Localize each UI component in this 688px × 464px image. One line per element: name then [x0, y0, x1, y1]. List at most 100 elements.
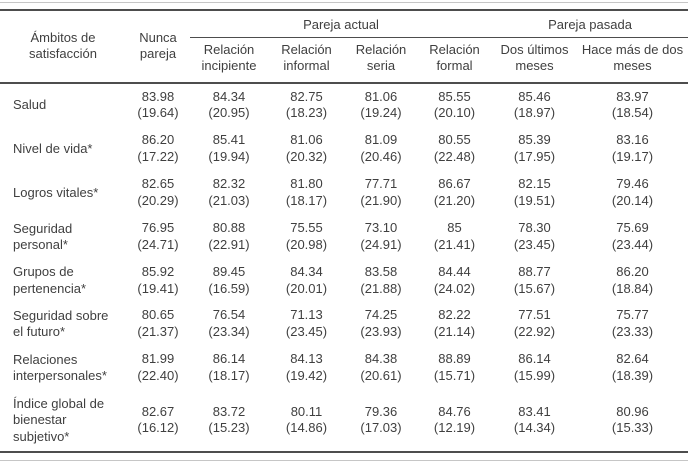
- stat-cell: 80.96 (15.33): [577, 390, 688, 452]
- table-row: Relaciones interpersonales* 81.99 (22.40) 8…: [0, 346, 688, 390]
- stat-cell: 86.20 (18.84): [577, 259, 688, 303]
- mean-value: 83.58: [364, 263, 398, 279]
- sd-value: (20.29): [137, 193, 179, 209]
- stat-cell: 71.13 (23.45): [268, 302, 345, 346]
- sd-value: (22.40): [137, 368, 179, 384]
- stat-cell: 82.22 (21.14): [417, 302, 492, 346]
- stat-cell: 86.20 (17.22): [126, 127, 190, 171]
- header-dos-ultimos-meses: Dos últimos meses: [492, 37, 578, 84]
- mean-value: 85: [447, 219, 462, 235]
- mean-value: 82.65: [141, 176, 175, 192]
- row-label: Grupos de pertenencia*: [13, 264, 86, 296]
- stat-cell: 83.41 (14.34): [492, 390, 577, 452]
- stat-cell: 86.14 (15.99): [492, 346, 577, 390]
- sd-value: (20.95): [208, 105, 250, 121]
- stat-cell: 84.38 (20.61): [345, 346, 417, 390]
- stat-cell: 74.25 (23.93): [345, 302, 417, 346]
- mean-value: 83.41: [518, 403, 551, 419]
- sd-value: (15.23): [208, 420, 250, 436]
- sd-value: (19.42): [285, 368, 328, 384]
- sd-value: (18.54): [611, 105, 654, 121]
- stat-cell: 85.39 (17.95): [492, 127, 577, 171]
- sd-value: (23.44): [611, 236, 654, 252]
- stat-cell: 85.41 (19.94): [190, 127, 268, 171]
- mean-value: 77.71: [364, 176, 398, 192]
- stat-cell: 85.55 (20.10): [417, 83, 492, 128]
- mean-value: 82.22: [438, 307, 471, 323]
- mean-value: 84.44: [438, 263, 471, 279]
- mean-value: 80.88: [212, 219, 246, 235]
- sd-value: (21.03): [208, 193, 250, 209]
- stat-cell: 75.55 (20.98): [268, 215, 345, 259]
- sd-value: (24.02): [433, 280, 476, 296]
- mean-value: 71.13: [290, 307, 323, 323]
- row-label: Nivel de vida*: [13, 141, 93, 157]
- stat-cell: 89.45 (16.59): [190, 259, 268, 303]
- table-row: Seguridad personal* 76.95 (24.71) 80.88 (22.…: [0, 215, 688, 259]
- stat-cell: 82.15 (19.51): [492, 171, 577, 215]
- sd-value: (12.19): [433, 420, 476, 436]
- stat-cell: 86.14 (18.17): [190, 346, 268, 390]
- stat-cell: 80.65 (21.37): [126, 302, 190, 346]
- mean-value: 75.77: [616, 307, 649, 323]
- mean-value: 81.06: [290, 132, 323, 148]
- group-header-pareja-actual: Pareja actual: [190, 10, 493, 38]
- sd-value: (15.33): [611, 420, 654, 436]
- header-relacion-incipiente: Relación incipiente: [190, 37, 268, 84]
- table-row: Salud 83.98 (19.64) 84.34 (20.95) 82.75 (18.23…: [0, 83, 688, 128]
- sd-value: (23.45): [513, 236, 556, 252]
- header-ambitos-satisfaccion: Ámbitos de satisfacción: [0, 10, 126, 84]
- mean-value: 85.92: [141, 263, 175, 279]
- stat-cell: 84.76 (12.19): [417, 390, 492, 452]
- sub-header-row: Relación incipiente Relación informal Re…: [0, 37, 688, 84]
- mean-value: 84.34: [290, 263, 323, 279]
- mean-value: 86.14: [212, 351, 246, 367]
- sd-value: (14.86): [285, 420, 328, 436]
- mean-value: 82.75: [290, 88, 323, 104]
- page-bottom-edge-line: [0, 459, 688, 461]
- row-label: Seguridad sobre el futuro*: [13, 308, 109, 340]
- mean-value: 89.45: [212, 263, 246, 279]
- row-label: Seguridad personal*: [13, 220, 73, 252]
- stat-cell: 82.67 (16.12): [126, 390, 190, 452]
- sd-value: (19.41): [137, 280, 179, 296]
- sd-value: (21.88): [360, 280, 402, 296]
- table-body: Salud 83.98 (19.64) 84.34 (20.95) 82.75 (18.23…: [0, 83, 688, 452]
- sd-value: (16.59): [208, 280, 250, 296]
- table-row: Seguridad sobre el futuro* 80.65 (21.37) 76…: [0, 302, 688, 346]
- sd-value: (18.17): [208, 368, 250, 384]
- mean-value: 84.13: [290, 351, 323, 367]
- mean-value: 85.46: [518, 88, 551, 104]
- sd-value: (19.94): [208, 149, 250, 165]
- sd-value: (18.97): [513, 105, 556, 121]
- mean-value: 73.10: [364, 219, 398, 235]
- mean-value: 79.36: [364, 403, 398, 419]
- sd-value: (15.71): [433, 368, 476, 384]
- mean-value: 82.15: [518, 176, 551, 192]
- mean-value: 76.95: [141, 219, 175, 235]
- mean-value: 83.16: [616, 132, 649, 148]
- mean-value: 77.51: [518, 307, 551, 323]
- header-hace-mas-de-dos-meses: Hace más de dos meses: [577, 37, 688, 84]
- stat-cell: 84.44 (24.02): [417, 259, 492, 303]
- stat-cell: 83.72 (15.23): [190, 390, 268, 452]
- stat-cell: 80.55 (22.48): [417, 127, 492, 171]
- mean-value: 81.99: [141, 351, 175, 367]
- mean-value: 86.20: [141, 132, 175, 148]
- stat-cell: 82.75 (18.23): [268, 83, 345, 128]
- mean-value: 81.06: [364, 88, 398, 104]
- sd-value: (20.46): [360, 149, 402, 165]
- mean-value: 83.97: [616, 88, 649, 104]
- mean-value: 84.34: [212, 88, 246, 104]
- mean-value: 82.67: [141, 403, 175, 419]
- header-relacion-seria: Relación seria: [345, 37, 417, 84]
- stat-cell: 84.13 (19.42): [268, 346, 345, 390]
- sd-value: (15.67): [513, 280, 556, 296]
- stat-cell: 79.46 (20.14): [577, 171, 688, 215]
- table-row: Nivel de vida* 86.20 (17.22) 85.41 (19.94) 81…: [0, 127, 688, 171]
- table-row: Grupos de pertenencia* 85.92 (19.41) 89.45(…: [0, 259, 688, 303]
- sd-value: (18.84): [611, 280, 654, 296]
- stat-cell: 80.88 (22.91): [190, 215, 268, 259]
- mean-value: 83.72: [212, 403, 246, 419]
- mean-value: 85.41: [212, 132, 246, 148]
